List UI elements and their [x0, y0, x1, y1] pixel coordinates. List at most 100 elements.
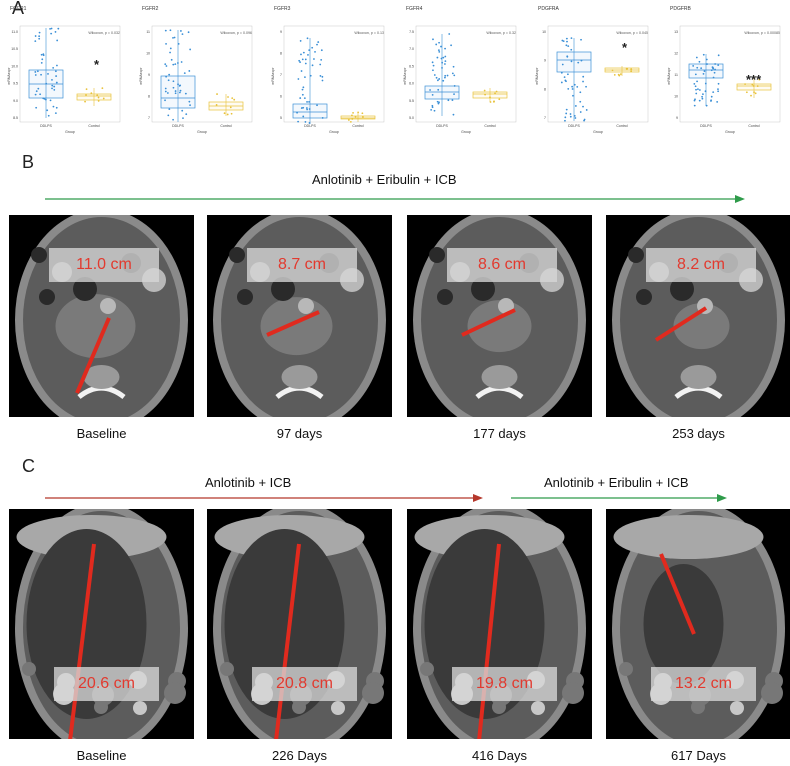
timepoint-caption: 617 Days: [671, 748, 726, 763]
point-ddlps: [432, 69, 434, 72]
point-control: [753, 91, 755, 94]
point-ddlps: [713, 71, 716, 74]
plot-frame: [547, 25, 649, 123]
point-ddlps: [189, 48, 192, 51]
box-control: [340, 112, 376, 122]
point-control: [90, 92, 93, 95]
point-control: [102, 97, 105, 100]
point-control: [758, 78, 761, 81]
point-ddlps: [38, 37, 41, 40]
point-control: [351, 114, 353, 117]
boxplot-fgfr3: FGFR3 Wilcoxon, p = 0.13 9 8 7 6 5 mRNAexpr DDLP…: [270, 6, 388, 134]
point-ddlps: [164, 99, 166, 102]
boxplot-fgfr1: FGFR1 Wilcoxon, p = 0.032 11.0 10.5 10.0 9.5 9…: [6, 6, 124, 134]
box-ddlps: [28, 28, 64, 118]
y-axis-label: mRNAexpr: [535, 67, 539, 85]
point-ddlps: [704, 82, 707, 85]
x-tick-label: Control: [352, 124, 364, 128]
point-ddlps: [710, 95, 713, 98]
point-ddlps: [178, 84, 181, 87]
y-tick-label: 10.5: [11, 47, 18, 51]
x-tick-label: DDLPS: [568, 124, 580, 128]
point-ddlps: [574, 105, 577, 107]
point-control: [352, 111, 354, 114]
point-control: [97, 100, 100, 102]
point-ddlps: [577, 61, 580, 64]
point-ddlps: [569, 115, 572, 118]
box-control: [208, 94, 244, 116]
point-ddlps: [180, 61, 183, 63]
point-ddlps: [40, 61, 43, 64]
point-ddlps: [436, 100, 439, 103]
point-control: [489, 101, 492, 103]
point-ddlps: [573, 115, 576, 117]
significance-marker: *: [94, 57, 100, 72]
tumor-size-label: 8.6 cm: [447, 248, 557, 282]
point-ddlps: [452, 113, 455, 116]
point-ddlps: [316, 43, 318, 46]
point-ddlps: [570, 60, 573, 63]
point-ddlps: [166, 92, 169, 94]
point-ddlps: [299, 97, 302, 99]
point-ddlps: [574, 117, 577, 119]
ct-anatomy: [15, 215, 188, 417]
y-tick-label: 11.0: [11, 30, 18, 34]
point-ddlps: [448, 33, 451, 35]
x-tick-label: DDLPS: [304, 124, 316, 128]
point-ddlps: [582, 80, 584, 83]
point-control: [619, 73, 622, 76]
point-ddlps: [172, 36, 174, 39]
x-axis-label: Group: [65, 130, 75, 134]
point-ddlps: [695, 92, 698, 95]
point-ddlps: [57, 27, 60, 30]
point-ddlps: [444, 55, 447, 58]
point-ddlps: [50, 27, 53, 30]
point-ddlps: [560, 81, 563, 84]
timepoint-caption: Baseline: [76, 426, 127, 441]
boxplot-fgfr4: FGFR4 Wilcoxon, p = 0.32 7.5 7.0 6.5 6.0 5.5 5.…: [402, 6, 520, 134]
point-ddlps: [694, 85, 697, 88]
timeline-arrow-b: [45, 192, 745, 206]
point-ddlps: [436, 79, 439, 82]
point-ddlps: [432, 38, 434, 41]
point-ddlps: [717, 88, 719, 90]
point-ddlps: [438, 101, 440, 104]
point-ddlps: [429, 89, 431, 91]
treatment-label-c1: Anlotinib + ICB: [205, 475, 292, 490]
x-tick-label: DDLPS: [700, 124, 712, 128]
point-ddlps: [34, 40, 37, 43]
point-ddlps: [39, 93, 42, 96]
point-ddlps: [710, 99, 713, 102]
point-ddlps: [582, 105, 584, 108]
point-ddlps: [185, 113, 188, 116]
point-ddlps: [53, 85, 56, 88]
point-ddlps: [167, 114, 170, 117]
point-ddlps: [576, 85, 579, 88]
boxplot-fgfr2: FGFR2 Wilcoxon, p = 0.096 11 10 9 8 7 mRNAexpr D…: [138, 6, 256, 134]
point-ddlps: [431, 93, 434, 96]
box-ddlps: [160, 30, 196, 122]
point-ddlps: [297, 78, 300, 80]
point-ddlps: [298, 59, 301, 62]
tumor-size-label: 19.8 cm: [452, 667, 557, 701]
point-ddlps: [165, 65, 168, 67]
point-ddlps: [164, 87, 167, 90]
point-ddlps: [304, 62, 307, 65]
point-ddlps: [435, 76, 438, 79]
y-axis-label: mRNAexpr: [667, 67, 671, 85]
point-ddlps: [453, 93, 455, 96]
point-control: [754, 92, 757, 95]
point-ddlps: [49, 99, 52, 102]
point-ddlps: [441, 61, 444, 64]
point-ddlps: [444, 63, 446, 65]
point-ddlps: [51, 78, 53, 81]
point-ddlps: [300, 107, 303, 109]
point-ddlps: [698, 89, 701, 91]
x-tick-label: Control: [220, 124, 232, 128]
point-ddlps: [303, 97, 306, 99]
timepoint-caption: 416 Days: [472, 748, 527, 763]
point-ddlps: [168, 73, 171, 76]
boxplot-stat: Wilcoxon, p = 0.32: [486, 31, 516, 35]
x-tick-label: Control: [88, 124, 100, 128]
point-control: [227, 96, 229, 98]
